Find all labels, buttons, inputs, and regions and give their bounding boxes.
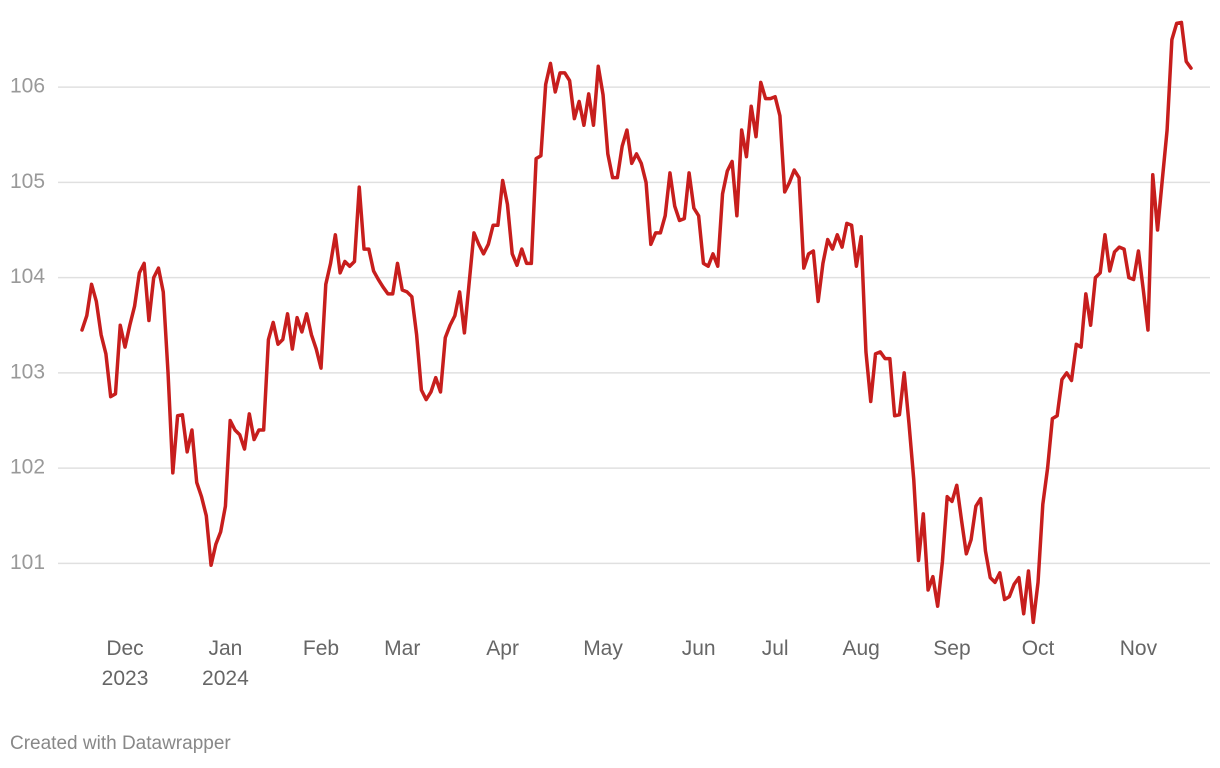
y-tick-label: 103 — [10, 360, 45, 383]
y-tick-label: 102 — [10, 456, 45, 479]
y-tick-label: 105 — [10, 170, 45, 193]
x-tick-label: Oct — [1021, 637, 1055, 660]
x-tick-label: Jan 2024 — [202, 637, 249, 690]
y-tick-label: 101 — [10, 551, 45, 574]
x-tick-label: Sep — [933, 637, 971, 660]
x-tick-label: Feb — [302, 637, 340, 660]
x-tick-label: Apr — [486, 637, 519, 660]
y-tick-label: 106 — [10, 75, 45, 98]
x-tick-label: Jun — [681, 637, 716, 660]
line — [80, 20, 1193, 625]
x-tick-label: Aug — [842, 637, 880, 660]
credit: Created with Datawrapper — [10, 733, 231, 754]
x-tick-label: May — [583, 637, 623, 660]
x-tick-label: Dec 2023 — [101, 637, 149, 690]
y-tick-label: 104 — [10, 265, 45, 288]
x-tick-label: Nov — [1119, 637, 1158, 660]
x-tick-label: Mar — [384, 637, 421, 660]
x-tick-label: Jul — [761, 637, 789, 660]
